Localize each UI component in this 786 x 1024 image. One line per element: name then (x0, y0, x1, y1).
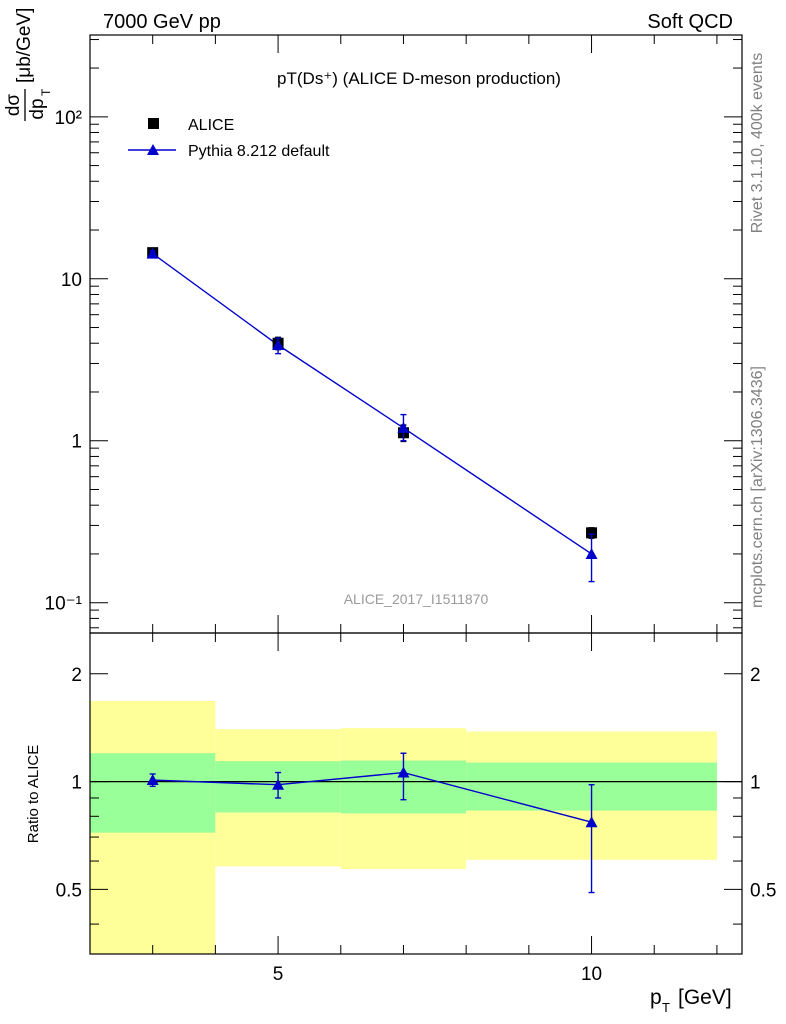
alice-data-point (586, 527, 598, 539)
watermark-label: ALICE_2017_I1511870 (344, 591, 489, 607)
pythia-data-point (146, 247, 159, 259)
energy-label: 7000 GeV pp (103, 11, 221, 33)
ratio-frame (89, 632, 743, 955)
legend-marker-alice (148, 118, 159, 129)
process-label: Soft QCD (647, 11, 733, 33)
ratio-y-axis-label: Ratio to ALICE (25, 745, 42, 843)
ratio-data-point (272, 778, 285, 790)
legend-marker-pythia (147, 144, 159, 155)
ratio-y-tick-label-right: 2 (750, 665, 761, 686)
main-y-tick-label: 10² (55, 108, 82, 129)
main-panel: 10⁻¹ 1 10 10² pT(Ds⁺) (ALICE D-meson produc… (3, 8, 743, 634)
ratio-band-green (90, 753, 216, 833)
ratio-axis-ticks: 0.5 0.5 1 1 2 2 5 10 (56, 633, 776, 985)
pythia-data-point (585, 547, 598, 559)
legend: ALICE Pythia 8.212 default (128, 117, 330, 160)
svg-text:[GeV]: [GeV] (678, 986, 732, 1009)
ratio-y-tick-label-right: 0.5 (750, 880, 776, 901)
main-axis-ticks: 10⁻¹ 1 10 10² (45, 35, 742, 633)
svg-text:T: T (39, 88, 53, 96)
ratio-data-point (146, 774, 159, 786)
ratio-y-tick-label: 1 (71, 773, 82, 794)
svg-text:p: p (650, 986, 662, 1009)
x-axis-label: p T [GeV] (650, 986, 732, 1015)
main-y-tick-label: 10⁻¹ (45, 594, 83, 615)
legend-label-pythia: Pythia 8.212 default (188, 143, 330, 160)
main-y-tick-label: 10 (61, 270, 82, 291)
ratio-data-point (585, 816, 598, 828)
svg-text:dσ: dσ (3, 94, 24, 117)
svg-text:T: T (662, 1000, 670, 1015)
ratio-y-tick-label: 0.5 (56, 880, 82, 901)
mcplots-label: mcplots.cern.ch [arXiv:1306.3436] (749, 366, 766, 608)
x-tick-label: 10 (581, 964, 602, 985)
ratio-uncertainty-bands (90, 700, 717, 954)
ratio-plot-area (146, 752, 598, 894)
pythia-data-point (397, 421, 410, 433)
svg-text:[μb/GeV]: [μb/GeV] (14, 8, 35, 83)
ratio-panel: 0.5 0.5 1 1 2 2 5 10 Ratio to ALICE p T [GeV] (25, 632, 776, 1015)
svg-text:dp: dp (27, 98, 48, 119)
ratio-data-point (397, 766, 410, 778)
x-tick-label: 5 (273, 964, 284, 985)
main-plot-area (146, 247, 598, 583)
pythia-line (152, 253, 592, 555)
pythia-data-point (272, 339, 285, 351)
legend-label-alice: ALICE (188, 117, 234, 134)
ratio-y-tick-label: 2 (71, 665, 82, 686)
ratio-y-tick-label-right: 1 (750, 773, 761, 794)
main-y-axis-label: dσ dp T [μb/GeV] (3, 8, 53, 121)
rivet-version-label: Rivet 3.1.10, 400k events (749, 53, 766, 234)
chart-title: pT(Ds⁺) (ALICE D-meson production) (277, 69, 561, 88)
main-y-tick-label: 1 (71, 432, 82, 453)
ratio-pythia-line (152, 771, 592, 823)
